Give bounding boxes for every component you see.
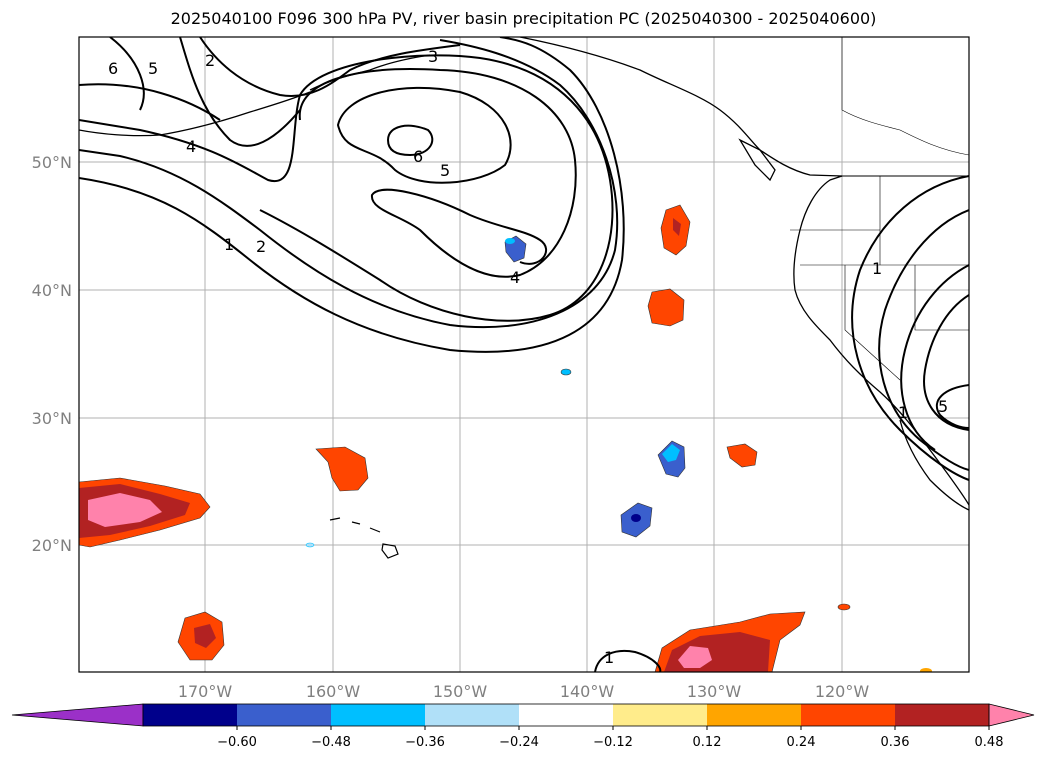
contour-label: 4 xyxy=(510,268,520,287)
lat-label: 20°N xyxy=(32,536,72,555)
negative-blob-145w-edge xyxy=(505,238,515,244)
coast-baja xyxy=(899,419,969,511)
contour-label: 1 xyxy=(604,648,614,667)
negative-blob-136w-core xyxy=(631,514,641,522)
colorbar-tick-label: 0.24 xyxy=(787,735,816,750)
contour-label: 5 xyxy=(440,161,450,180)
pv-contours xyxy=(79,37,969,672)
precip-shading xyxy=(79,204,932,672)
contour-label: 6 xyxy=(108,59,118,78)
precip-blob-128w xyxy=(726,443,758,468)
contour-loop-1 xyxy=(79,37,625,353)
contour-east-4 xyxy=(923,294,969,431)
precip-blob-170w-core xyxy=(194,624,216,648)
contour-east-3 xyxy=(900,264,969,451)
contour-label: 1 xyxy=(898,403,908,422)
colorbar-swatch xyxy=(143,704,238,726)
contour-loop-4 xyxy=(298,68,577,278)
contour-nw-c xyxy=(79,83,221,121)
colorbar-tick-label: 0.48 xyxy=(975,735,1004,750)
state-lines xyxy=(790,176,969,381)
colorbar-swatch xyxy=(237,704,332,726)
contour-nw-a xyxy=(109,37,145,111)
contour-loop-2 xyxy=(79,39,619,329)
map-title: 2025040100 F096 300 hPa PV, river basin … xyxy=(170,9,877,28)
colorbar-swatch xyxy=(707,704,802,726)
lat-label: 30°N xyxy=(32,409,72,428)
contour-label: 6 xyxy=(413,147,423,166)
contour-labels: 6 5 2 3 4 1 2 6 5 4 1 1 5 1 xyxy=(108,47,948,667)
colorbar-tick-label: −0.60 xyxy=(217,735,257,750)
negative-dot-hawaii xyxy=(305,542,315,548)
coast-aleutians xyxy=(79,91,311,137)
colorbar-swatch xyxy=(895,704,990,726)
negative-dot-141w xyxy=(560,368,572,376)
precip-dot-se xyxy=(920,668,932,672)
colorbar-swatch xyxy=(425,704,520,726)
colorbar: −0.60 −0.48 −0.36 −0.24 −0.12 0.12 0.24 0.36 0.4… xyxy=(11,703,1035,750)
colorbar-outline xyxy=(142,703,990,727)
precip-blob-south-peak xyxy=(678,646,712,668)
colorbar-tick-label: −0.36 xyxy=(405,735,445,750)
coast-alaska xyxy=(309,37,843,177)
latitude-labels: 50°N 40°N 30°N 20°N xyxy=(32,153,72,555)
colorbar-swatch xyxy=(801,704,896,726)
colorbar-tick-label: −0.24 xyxy=(499,735,539,750)
lon-label: 150°W xyxy=(433,682,488,701)
colorbar-extend-max xyxy=(988,703,1035,727)
graticule xyxy=(79,37,969,672)
island-bc xyxy=(738,138,776,182)
colorbar-tick-label: 0.36 xyxy=(881,735,910,750)
precip-blob-133w-upper-core xyxy=(673,218,681,236)
colorbar-tick-label: −0.48 xyxy=(311,735,351,750)
contour-label: 1 xyxy=(872,259,882,278)
lon-label: 160°W xyxy=(306,682,361,701)
contour-east-2 xyxy=(878,209,969,471)
colorbar-tick-label: 0.12 xyxy=(693,735,722,750)
map-area xyxy=(79,37,969,672)
precip-blob-west-peak xyxy=(88,493,162,527)
contour-loop-3 xyxy=(79,54,614,322)
lat-label: 40°N xyxy=(32,281,72,300)
colorbar-extend-min xyxy=(11,703,144,727)
lon-label: 120°W xyxy=(815,682,870,701)
contour-inner-6 xyxy=(386,124,434,157)
precip-blob-133w-mid xyxy=(647,288,685,327)
colorbar-swatch xyxy=(519,704,614,726)
contour-label: 1 xyxy=(224,235,234,254)
contour-label: 4 xyxy=(186,137,196,156)
precip-blob-160w xyxy=(315,446,369,492)
contour-label: 3 xyxy=(428,47,438,66)
canada-interior xyxy=(841,37,969,156)
coastlines xyxy=(79,37,969,559)
island-hawaii xyxy=(329,517,399,559)
lon-label: 130°W xyxy=(687,682,742,701)
contour-east-5 xyxy=(935,384,969,429)
contour-label: 2 xyxy=(256,237,266,256)
lat-label: 50°N xyxy=(32,153,72,172)
longitude-labels: 170°W 160°W 150°W 140°W 130°W 120°W xyxy=(178,682,870,701)
contour-label: 2 xyxy=(205,51,215,70)
colorbar-swatch xyxy=(613,704,708,726)
contour-label: 5 xyxy=(938,397,948,416)
contour-nw-d xyxy=(199,37,461,97)
map-frame xyxy=(78,36,970,673)
lon-label: 140°W xyxy=(560,682,615,701)
colorbar-swatch xyxy=(331,704,426,726)
lon-label: 170°W xyxy=(178,682,233,701)
contour-label: 5 xyxy=(148,59,158,78)
contour-south-1 xyxy=(594,650,662,672)
colorbar-tick-label: −0.12 xyxy=(593,735,633,750)
contour-inner-5 xyxy=(336,86,512,184)
precip-dot-120w xyxy=(837,603,851,611)
negative-blob-133w-edge xyxy=(662,444,680,462)
contour-nw-b xyxy=(179,37,301,147)
contour-east-1 xyxy=(851,175,969,481)
